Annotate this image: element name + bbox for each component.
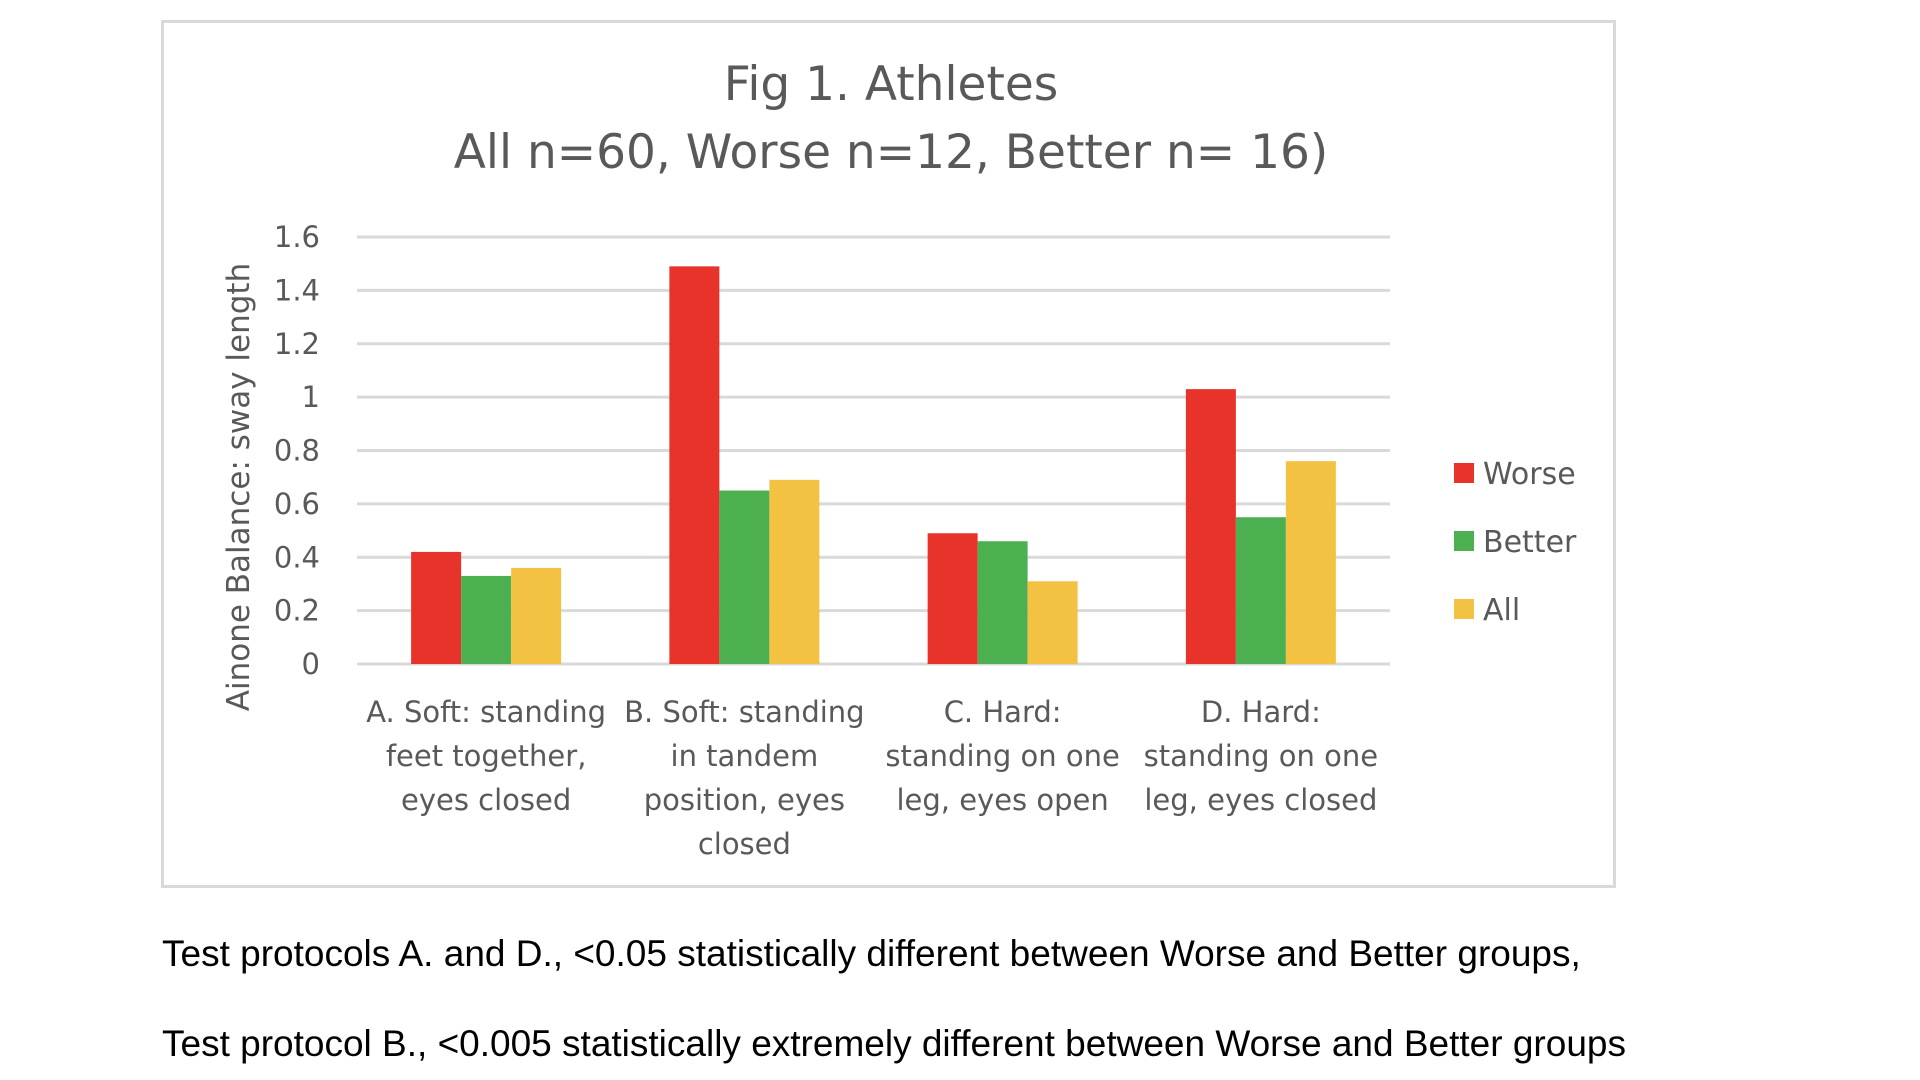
legend-swatch-better bbox=[1454, 531, 1474, 551]
y-tick-label: 0.6 bbox=[274, 487, 320, 521]
x-category-label: closed bbox=[698, 827, 791, 861]
y-tick-label: 1.4 bbox=[274, 273, 320, 307]
bar-worse-4 bbox=[1185, 389, 1236, 664]
x-category-label: eyes closed bbox=[401, 783, 571, 817]
legend-swatch-worse bbox=[1454, 463, 1474, 483]
y-tick-label: 0.2 bbox=[274, 594, 320, 628]
bar-better-2 bbox=[719, 490, 770, 664]
x-category-label: standing on one bbox=[885, 739, 1119, 773]
bar-worse-3 bbox=[927, 533, 978, 664]
bar-worse-2 bbox=[669, 266, 720, 664]
y-tick-label: 1.2 bbox=[274, 327, 320, 361]
y-axis-label: Ainone Balance: sway length bbox=[221, 263, 257, 711]
chart-title-line-1: Fig 1. Athletes bbox=[724, 57, 1059, 112]
legend-swatch-all bbox=[1454, 599, 1474, 619]
bar-all-4 bbox=[1285, 461, 1336, 664]
y-tick-label: 0.8 bbox=[274, 434, 320, 468]
x-category-label: position, eyes bbox=[644, 783, 845, 817]
caption-note-2: Test protocol B., <0.005 statistically e… bbox=[162, 1023, 1626, 1064]
x-category-label: feet together, bbox=[386, 739, 587, 773]
chart-title-line-2: All n=60, Worse n=12, Better n= 16) bbox=[454, 125, 1329, 180]
y-tick-label: 0.4 bbox=[274, 540, 320, 574]
y-tick-label: 0 bbox=[302, 647, 320, 681]
x-category-label: in tandem bbox=[671, 739, 819, 773]
legend-label-worse: Worse bbox=[1483, 457, 1576, 492]
x-category-label: standing on one bbox=[1144, 739, 1378, 773]
bar-all-2 bbox=[769, 479, 820, 664]
bar-all-1 bbox=[511, 567, 562, 664]
x-category-label: A. Soft: standing bbox=[366, 695, 606, 729]
y-tick-label: 1 bbox=[302, 380, 320, 414]
bar-worse-1 bbox=[411, 551, 462, 664]
legend-label-better: Better bbox=[1483, 525, 1577, 560]
x-category-label: D. Hard: bbox=[1201, 695, 1321, 729]
x-category-label: leg, eyes closed bbox=[1144, 783, 1377, 817]
bar-better-3 bbox=[977, 541, 1028, 664]
y-tick-label: 1.6 bbox=[274, 220, 320, 254]
caption-note-1: Test protocols A. and D., <0.05 statisti… bbox=[162, 933, 1581, 974]
x-category-label: C. Hard: bbox=[944, 695, 1062, 729]
bar-better-1 bbox=[461, 575, 512, 664]
bar-better-4 bbox=[1235, 517, 1286, 664]
x-category-label: leg, eyes open bbox=[896, 783, 1108, 817]
x-category-label: B. Soft: standing bbox=[624, 695, 864, 729]
legend-label-all: All bbox=[1483, 593, 1520, 628]
chart-frame bbox=[161, 20, 1616, 888]
bar-all-3 bbox=[1027, 581, 1078, 664]
